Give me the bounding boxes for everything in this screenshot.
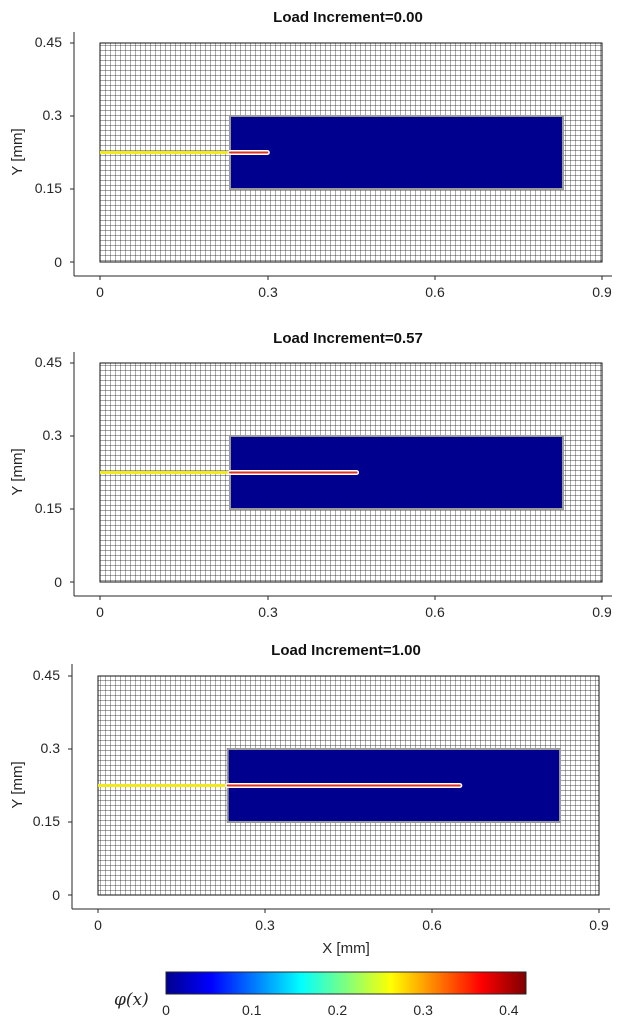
panel-2-title: Load Increment=0.57 — [273, 330, 423, 347]
panel-3-y-ticks: 0 0.15 0.3 0.45 — [33, 667, 60, 903]
panel-1: Load Increment=0.00 Y [mm] 0 0.15 0.3 0.… — [9, 9, 612, 300]
panel-1-x-ticks: 0 0.3 0.6 0.9 — [96, 284, 612, 300]
panel-2-ytick-0: 0 — [54, 574, 62, 590]
panel-3: Load Increment=1.00 Y [mm] 0 0.15 0.3 0.… — [9, 642, 610, 957]
panel-3-xtick-2: 0.6 — [422, 917, 442, 933]
panel-2-ytick-2: 0.3 — [43, 427, 63, 443]
panel-2-xtick-1: 0.3 — [258, 604, 278, 620]
panel-3-axes-box — [68, 664, 610, 913]
panel-2-axes-box — [70, 352, 612, 600]
panel-1-ytick-1: 0.15 — [35, 180, 62, 196]
panel-1-xtick-0: 0 — [96, 284, 104, 300]
panel-2-ytick-1: 0.15 — [35, 500, 62, 516]
panel-2-y-label: Y [mm] — [9, 448, 26, 495]
panel-3-x-ticks: 0 0.3 0.6 0.9 — [94, 917, 609, 933]
panel-2-xtick-0: 0 — [96, 604, 104, 620]
panel-1-xtick-3: 0.9 — [592, 284, 612, 300]
colorbar-gradient — [165, 971, 527, 995]
panel-2-xtick-3: 0.9 — [592, 604, 612, 620]
colorbar-tick-4: 0.4 — [499, 1002, 519, 1018]
panel-2-ytick-3: 0.45 — [35, 354, 62, 370]
colorbar-tick-3: 0.3 — [413, 1002, 433, 1018]
colorbar: φ(x) 0 0.1 0.2 0.3 0.4 — [114, 971, 527, 1018]
panel-1-refined-region — [228, 115, 564, 190]
colorbar-tick-1: 0.1 — [242, 1002, 262, 1018]
panel-3-title: Load Increment=1.00 — [271, 642, 421, 659]
panel-2-y-ticks: 0 0.15 0.3 0.45 — [35, 354, 62, 590]
panel-3-xtick-0: 0 — [94, 917, 102, 933]
panel-3-y-label: Y [mm] — [9, 761, 26, 808]
panel-1-xtick-1: 0.3 — [258, 284, 278, 300]
panel-1-y-label: Y [mm] — [9, 128, 26, 175]
panel-3-ytick-0: 0 — [52, 887, 60, 903]
colorbar-tick-0: 0 — [162, 1002, 170, 1018]
panel-1-y-ticks: 0 0.15 0.3 0.45 — [35, 34, 62, 270]
colorbar-label: φ(x) — [114, 990, 149, 1010]
panel-3-x-label: X [mm] — [322, 940, 370, 957]
panel-3-xtick-3: 0.9 — [589, 917, 609, 933]
panel-3-ytick-2: 0.3 — [41, 740, 61, 756]
panel-1-axes-box — [70, 32, 612, 280]
panel-1-ytick-2: 0.3 — [43, 107, 63, 123]
colorbar-ticks: 0 0.1 0.2 0.3 0.4 — [162, 1002, 519, 1018]
panel-3-xtick-1: 0.3 — [255, 917, 275, 933]
panel-3-ytick-1: 0.15 — [33, 813, 60, 829]
panel-2-xtick-2: 0.6 — [425, 604, 445, 620]
panel-3-ytick-3: 0.45 — [33, 667, 60, 683]
panel-1-xtick-2: 0.6 — [425, 284, 445, 300]
panel-2: Load Increment=0.57 Y [mm] 0 0.15 0.3 0.… — [9, 330, 612, 620]
panel-1-ytick-0: 0 — [54, 254, 62, 270]
colorbar-tick-2: 0.2 — [328, 1002, 348, 1018]
panel-2-x-ticks: 0 0.3 0.6 0.9 — [96, 604, 612, 620]
panel-1-ytick-3: 0.45 — [35, 34, 62, 50]
panel-1-title: Load Increment=0.00 — [273, 9, 423, 26]
